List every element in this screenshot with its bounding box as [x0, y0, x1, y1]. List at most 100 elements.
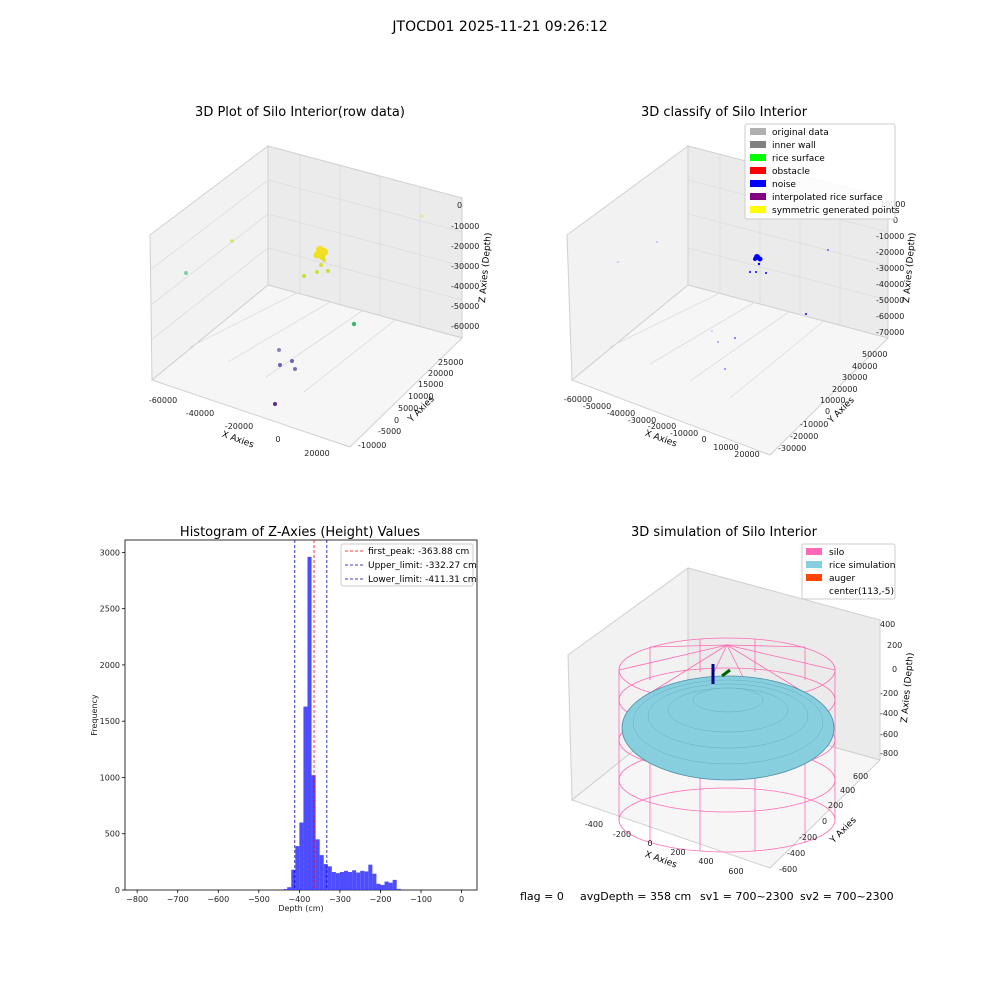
raw-point: [322, 258, 326, 262]
sim-ytick: 200: [828, 801, 843, 810]
raw-ztick: -30000: [451, 262, 479, 271]
legend-label-noise: noise: [772, 180, 796, 190]
raw-ztick: -40000: [451, 282, 479, 291]
raw-ztick: -50000: [451, 302, 479, 311]
sim-ztick: 400: [880, 620, 895, 629]
legend-label-inner-wall: inner wall: [772, 141, 816, 151]
legend-label-rice-simulation: rice simulation: [829, 561, 895, 571]
raw-xtick: 0: [275, 435, 280, 444]
raw-ytick: 0: [394, 416, 399, 425]
classify-xtick: -40000: [607, 409, 635, 418]
raw-point: [184, 271, 188, 275]
histogram-legend: first_peak: -363.88 cm Upper_limit: -332…: [340, 543, 477, 587]
legend-label-center: center(113,-5): [829, 587, 894, 597]
status-flag: flag = 0: [520, 890, 564, 903]
classify-xtick: -20000: [648, 422, 676, 431]
classify-ztick: -50000: [876, 296, 904, 305]
legend-swatch-inner-wall: [750, 141, 766, 148]
noise-point: [734, 337, 736, 339]
histogram-bar: [396, 888, 401, 890]
legend-label-silo: silo: [829, 548, 845, 558]
raw-point: [290, 359, 294, 363]
legend-swatch-noise: [750, 180, 766, 187]
legend-swatch-original: [750, 128, 766, 135]
histogram-bar: [315, 839, 320, 890]
histogram-x-tick-label: 0: [459, 895, 464, 904]
noise-point: [717, 341, 719, 343]
sim-xtick: 200: [670, 848, 685, 857]
sim-ztick: -200: [880, 689, 898, 698]
classify-xtick: 0: [701, 435, 706, 444]
histogram-bar: [392, 879, 397, 890]
noise-point: [711, 330, 713, 332]
classify-ztick: -10000: [876, 232, 904, 241]
histogram-x-ticks: −800 −700 −600 −500 −400 −300 −200 −100 0: [126, 890, 464, 904]
histogram-panel: Histogram of Z-Axies (Height) Values −80…: [90, 525, 478, 913]
noise-point: [749, 271, 751, 273]
raw-point: [351, 321, 357, 327]
classify-ztick: -60000: [876, 312, 904, 321]
classify-xtick: -50000: [583, 402, 611, 411]
sim-xtick: -200: [613, 830, 631, 839]
classify-xtick: 20000: [734, 450, 759, 459]
sim-ytick: 400: [840, 786, 855, 795]
histogram-bar: [348, 871, 353, 890]
noise-point: [656, 241, 658, 243]
legend-label-symmetric: symmetric generated points: [772, 206, 900, 216]
raw-point: [277, 348, 281, 352]
simulation-legend: silo rice simulation auger center(113,-5…: [801, 543, 896, 600]
histogram-bar: [307, 556, 312, 890]
sim-xtick: 0: [647, 839, 652, 848]
raw-z-axis-label: Z Axies (Depth): [478, 232, 494, 303]
simulation-title: 3D simulation of Silo Interior: [631, 525, 818, 540]
classify-xtick: -60000: [564, 395, 592, 404]
raw-ytick: 25000: [438, 358, 463, 367]
histogram-bar: [283, 889, 288, 890]
raw-ztick: -20000: [451, 242, 479, 251]
histogram-bar: [372, 873, 377, 890]
legend-swatch-silo: [806, 548, 822, 555]
classify-ytick: -10000: [800, 420, 828, 429]
histogram-y-label: Frequency: [90, 694, 99, 736]
histogram-bar: [352, 870, 357, 890]
histogram-bar: [295, 846, 300, 890]
sim-ytick: -600: [779, 865, 797, 874]
histogram-bar: [291, 869, 296, 890]
raw-ytick: -10000: [358, 441, 386, 450]
histogram-bar: [323, 864, 328, 890]
histogram-bar: [376, 883, 381, 890]
histogram-x-tick-label: −800: [126, 895, 148, 904]
raw-point: [420, 214, 424, 218]
sim-ytick: -400: [787, 849, 805, 858]
raw-ytick: -5000: [378, 427, 401, 436]
histogram-bar: [339, 871, 344, 890]
raw-ytick: 10000: [408, 392, 433, 401]
histogram-y-tick-label: 1000: [100, 773, 120, 782]
noise-point: [805, 313, 807, 315]
legend-swatch-rice-simulation: [806, 561, 822, 568]
simulation-legend-box: [801, 543, 896, 600]
raw-point: [313, 251, 321, 259]
classify-ztick: -40000: [876, 280, 904, 289]
classify-ytick: -30000: [778, 444, 806, 453]
histogram-bar: [356, 872, 361, 890]
classify-ytick: -20000: [790, 432, 818, 441]
sim-ztick: -600: [880, 730, 898, 739]
histogram-x-tick-label: −400: [288, 895, 310, 904]
histogram-y-ticks: 0 500 1000 1500 2000 2500 3000: [100, 548, 125, 895]
legend-swatch-obstacle: [750, 167, 766, 174]
histogram-bar: [327, 866, 332, 890]
legend-label-auger: auger: [829, 574, 855, 584]
histogram-bar: [388, 882, 393, 890]
raw-ytick: 15000: [418, 380, 443, 389]
raw-x-axis-label: X Axies: [220, 430, 255, 451]
raw-floor-pane: [150, 284, 463, 448]
histogram-x-label: Depth (cm): [278, 904, 323, 913]
simulation-panel: 3D simulation of Silo Interior: [567, 525, 916, 876]
noise-point: [757, 256, 763, 262]
legend-label-first-peak: first_peak: -363.88 cm: [368, 547, 469, 557]
classify-legend: original data inner wall rice surface ob…: [744, 123, 900, 220]
legend-label-interpolated: interpolated rice surface: [772, 193, 883, 203]
noise-point: [753, 257, 757, 261]
